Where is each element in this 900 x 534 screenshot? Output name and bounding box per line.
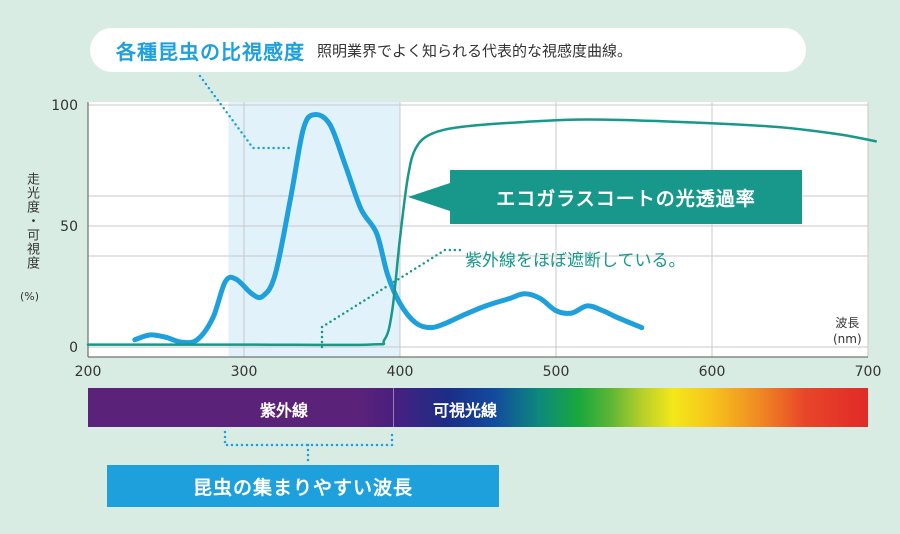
glass-curve — [86, 118, 878, 347]
chart-title: 各種昆虫の比視感度 — [116, 39, 305, 64]
x-axis-label: 波長 (nm) — [833, 315, 862, 347]
plot-area — [88, 102, 868, 357]
x-tick-label: 200 — [75, 364, 102, 380]
visible-light-label: 可視光線 — [433, 401, 498, 420]
x-tick-label: 400 — [387, 364, 414, 380]
y-tick-label: 0 — [69, 340, 78, 356]
uv-block-leader-line — [320, 248, 464, 349]
x-tick-label: 700 — [855, 364, 882, 380]
y-axis-label: 走光度・可視度 — [24, 172, 39, 270]
insect-attraction-band-label: 昆虫の集まりやすい波長 — [107, 465, 499, 507]
x-axis-unit: (nm) — [833, 332, 862, 346]
y-axis-unit: (%) — [20, 290, 40, 303]
y-tick-label: 50 — [60, 219, 78, 235]
spectrum-divider — [393, 388, 394, 427]
title-bubble: 各種昆虫の比視感度 照明業界でよく知られる代表的な視感度曲線。 — [90, 28, 806, 72]
uv-label: 紫外線 — [260, 401, 309, 420]
x-axis-label-text: 波長 — [835, 316, 860, 330]
glass-transmittance-callout: エコガラスコートの光透過率 — [450, 170, 802, 224]
uv-block-note: 紫外線をほぼ遮断している。 — [465, 251, 686, 271]
band-bracket — [223, 430, 394, 464]
x-tick-label: 300 — [231, 364, 258, 380]
title-leader-line — [198, 74, 294, 150]
insect-curve — [132, 112, 645, 346]
x-tick-label: 500 — [543, 364, 570, 380]
x-tick-label: 600 — [699, 364, 726, 380]
glass-callout-arrow — [408, 183, 450, 211]
chart-subtitle: 照明業界でよく知られる代表的な視感度曲線。 — [317, 41, 633, 60]
insect-band-highlight — [228, 102, 400, 357]
spectrum-bar: 紫外線 可視光線 — [88, 388, 868, 427]
y-tick-label: 100 — [51, 98, 78, 114]
